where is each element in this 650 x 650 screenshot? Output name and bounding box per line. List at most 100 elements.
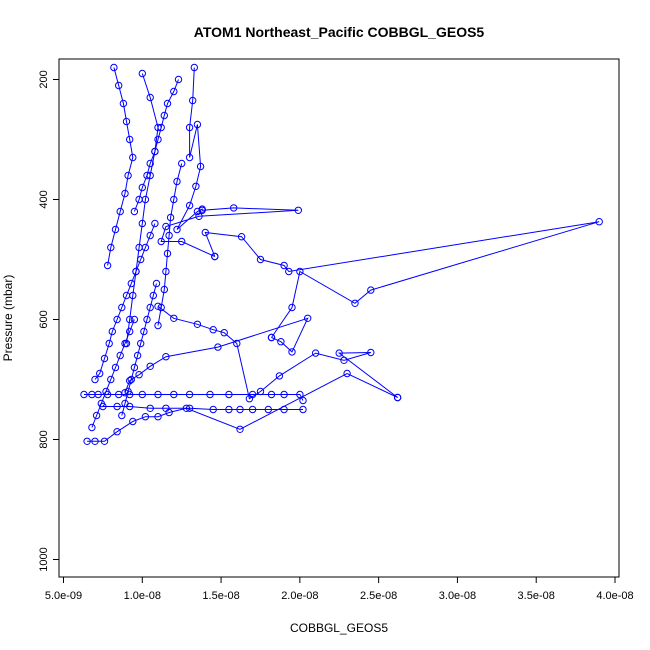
- data-point: [248, 405, 257, 414]
- data-point: [178, 159, 186, 168]
- data-point: [116, 207, 124, 216]
- data-point: [193, 120, 202, 129]
- data-point: [237, 233, 246, 241]
- data-point: [129, 417, 137, 426]
- data-point: [105, 339, 113, 348]
- series-line-9: [107, 67, 134, 266]
- data-point: [133, 351, 142, 360]
- data-point: [135, 371, 143, 379]
- data-point: [393, 393, 402, 402]
- data-point: [102, 387, 110, 396]
- data-point: [182, 404, 191, 412]
- data-point: [88, 423, 96, 432]
- data-point: [118, 411, 126, 420]
- data-point: [121, 399, 129, 408]
- data-point: [162, 353, 170, 361]
- data-point: [170, 314, 178, 322]
- x-tick-label: 3.0e-08: [439, 590, 476, 602]
- data-point: [280, 390, 288, 399]
- x-tick-label: 2.5e-08: [360, 590, 397, 602]
- data-point: [299, 396, 307, 405]
- data-point: [162, 222, 170, 231]
- data-point: [132, 267, 140, 276]
- data-point: [119, 99, 128, 108]
- data-point: [146, 171, 154, 180]
- data-point: [126, 315, 134, 324]
- data-point: [165, 408, 173, 417]
- data-point: [225, 405, 233, 414]
- data-point: [294, 206, 302, 215]
- data-point: [160, 285, 169, 294]
- data-point: [335, 349, 343, 357]
- data-point: [83, 437, 91, 445]
- data-point: [209, 326, 217, 334]
- data-point: [267, 333, 276, 342]
- x-tick-label: 3.5e-08: [518, 590, 555, 602]
- data-point: [141, 195, 150, 204]
- data-point: [209, 405, 217, 414]
- data-point: [340, 356, 348, 364]
- data-point: [162, 267, 170, 276]
- data-point: [304, 314, 312, 322]
- data-point: [280, 261, 288, 270]
- data-point: [190, 63, 199, 72]
- data-point: [256, 387, 265, 396]
- data-point: [100, 354, 109, 363]
- data-point: [140, 327, 148, 336]
- data-point: [178, 237, 186, 246]
- x-axis: 5.0e-09 1.0e-08 1.5e-08 2.0e-08 2.5e-08 3.0e-…: [45, 576, 634, 602]
- data-point: [122, 117, 131, 126]
- series-line-6: [157, 305, 398, 400]
- data-point: [146, 93, 154, 102]
- data-point: [115, 81, 123, 90]
- data-point: [275, 372, 284, 380]
- data-point: [135, 243, 143, 252]
- data-point: [91, 437, 99, 445]
- data-point: [151, 219, 159, 228]
- x-axis-label: COBBGL_GEOS5: [290, 621, 388, 635]
- data-point: [141, 413, 150, 421]
- data-point: [91, 375, 99, 384]
- data-point: [121, 189, 129, 198]
- series-line-8: [133, 79, 179, 212]
- series-line-5: [87, 372, 398, 442]
- data-point: [146, 159, 154, 168]
- data-point: [107, 375, 115, 384]
- data-point: [285, 267, 293, 276]
- data-point: [146, 231, 154, 240]
- series-line-12: [91, 319, 135, 428]
- data-point: [127, 375, 136, 384]
- data-point: [173, 177, 181, 186]
- data-point: [126, 135, 134, 144]
- x-tick-label: 5.0e-09: [45, 590, 82, 602]
- x-tick-label: 4.0e-08: [596, 590, 633, 602]
- x-tick-label: 1.0e-08: [124, 590, 161, 602]
- data-point: [130, 315, 139, 324]
- data-point: [103, 261, 112, 270]
- series-line-11: [121, 283, 157, 416]
- data-point: [214, 343, 222, 351]
- data-point: [198, 206, 206, 215]
- data-point: [146, 404, 154, 412]
- data-point: [116, 351, 124, 360]
- data-point: [311, 349, 320, 357]
- data-point: [152, 279, 161, 288]
- data-point: [137, 339, 145, 348]
- data-point: [157, 237, 165, 246]
- data-point: [206, 390, 214, 399]
- x-tick-label: 2.0e-08: [281, 590, 318, 602]
- data-point: [170, 390, 178, 399]
- data-point: [146, 303, 154, 312]
- data-point: [201, 228, 210, 237]
- data-point: [126, 327, 134, 336]
- series-line-0: [160, 67, 299, 257]
- data-point: [225, 390, 233, 399]
- data-point: [267, 390, 276, 399]
- y-axis-label: Pressure (mbar): [1, 275, 15, 362]
- data-point: [264, 405, 272, 414]
- data-point: [236, 405, 244, 414]
- data-point: [245, 395, 254, 403]
- series-line-4: [102, 406, 303, 410]
- data-layer: [80, 63, 603, 445]
